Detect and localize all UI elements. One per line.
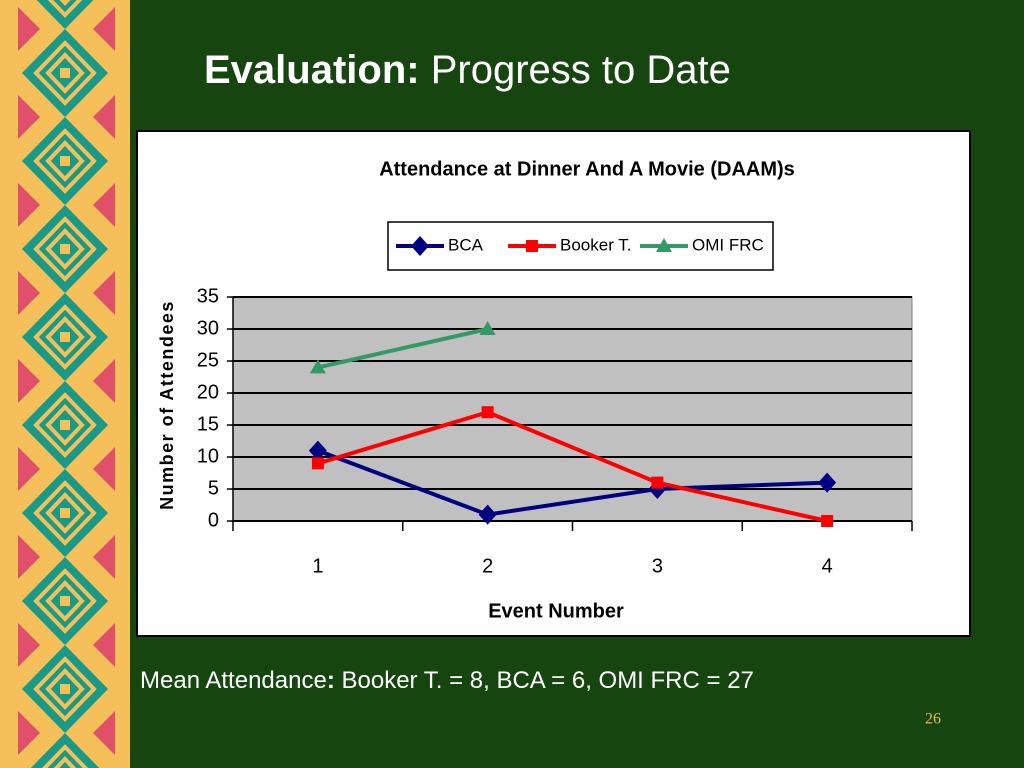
marker [818, 472, 837, 493]
legend-label: OMI FRC [692, 235, 764, 254]
marker [311, 457, 324, 470]
note-text: Booker T. = 8, BCA = 6, OMI FRC = 27 [341, 667, 753, 694]
legend-box [387, 221, 774, 271]
y-tick-label: 30 [197, 317, 219, 339]
marker [411, 236, 429, 256]
marker [526, 240, 538, 252]
y-axis-label: Number of Attendees [157, 300, 177, 510]
series-line [317, 327, 489, 370]
x-tick-label: 1 [312, 555, 323, 577]
marker [656, 238, 672, 252]
marker [309, 359, 326, 374]
chart-title: Attendance at Dinner And A Movie (DAAM)s [379, 158, 795, 180]
x-tick-label: 2 [482, 555, 493, 577]
plot-area [232, 296, 913, 522]
marker [478, 504, 497, 525]
series-line [317, 410, 828, 523]
y-tick-label: 35 [197, 285, 219, 307]
page-number: 26 [925, 711, 941, 728]
y-tick-label: 15 [197, 413, 219, 435]
x-axis-label: Event Number [488, 600, 624, 622]
marker [479, 321, 496, 335]
series-line [317, 448, 828, 517]
note: Mean Attendance: Booker T. = 8, BCA = 6,… [140, 667, 754, 694]
title-rest: Progress to Date [431, 48, 731, 92]
marker [821, 515, 834, 527]
legend-label: Booker T. [560, 235, 632, 254]
note-label: Mean Attendance [140, 667, 327, 694]
border-pattern [0, 0, 130, 768]
title-bold: Evaluation: [204, 48, 420, 92]
x-tick-label: 4 [822, 555, 833, 577]
legend-label: BCA [448, 235, 484, 254]
y-tick-label: 5 [208, 477, 219, 499]
marker [651, 476, 664, 489]
y-tick-label: 20 [197, 381, 219, 403]
y-tick-label: 10 [197, 445, 219, 467]
marker [481, 406, 494, 419]
note-colon: : [327, 667, 335, 694]
y-tick-label: 25 [197, 349, 219, 371]
x-tick-label: 3 [652, 555, 663, 577]
marker [308, 440, 327, 461]
slide-title: Evaluation: Progress to Date [204, 48, 731, 92]
y-tick-label: 0 [208, 509, 219, 531]
